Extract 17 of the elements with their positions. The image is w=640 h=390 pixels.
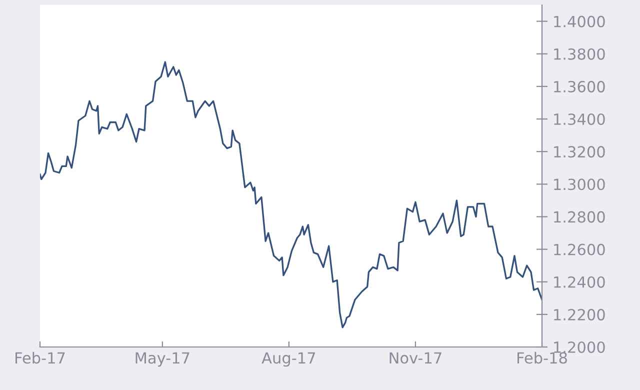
y-tick-label: 1.3800 [554, 48, 605, 60]
x-tick-label: Aug-17 [262, 352, 316, 367]
y-tick-label: 1.2200 [554, 308, 605, 320]
x-tick-label: May-17 [136, 352, 190, 367]
y-tick-label: 1.4000 [554, 16, 605, 28]
y-tick-label: 1.2400 [554, 276, 605, 288]
y-tick-label: 1.3000 [554, 178, 605, 190]
x-tick-label: Feb-17 [16, 352, 65, 364]
y-tick-label: 1.2000 [554, 341, 605, 354]
y-tick-label: 1.3600 [554, 80, 605, 92]
x-tick-label: Feb-18 [518, 352, 567, 364]
y-tick-label: 1.3200 [554, 146, 605, 158]
x-tick-label: Nov-17 [390, 352, 442, 364]
y-tick-label: 1.3400 [554, 113, 605, 126]
y-tick-label: 1.2600 [554, 244, 605, 256]
y-tick-label: 1.2800 [554, 211, 605, 223]
line-series [40, 61, 542, 328]
